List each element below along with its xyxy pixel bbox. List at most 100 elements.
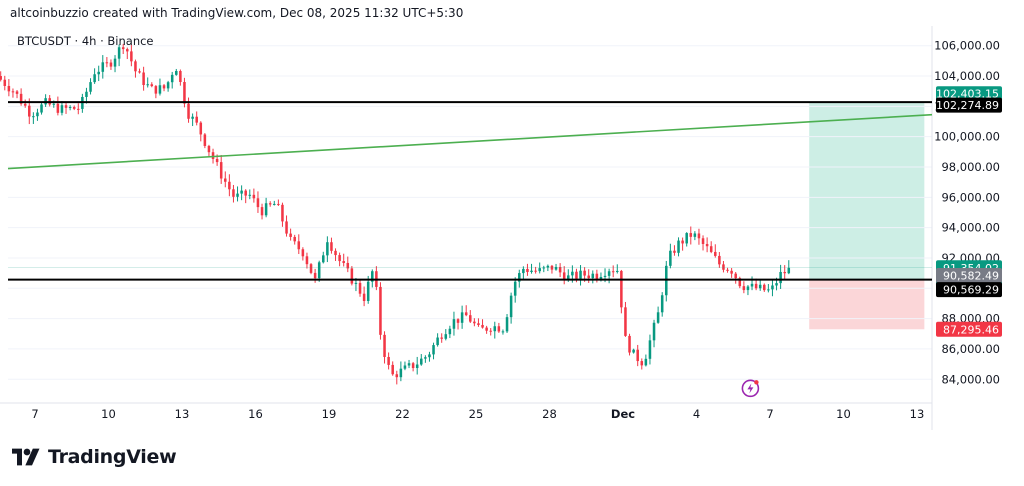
support-price-label-text: 90,569.29 [943,284,999,297]
candle-body [411,363,415,369]
candle-body [513,281,517,296]
candle-body [485,327,488,331]
target-zone[interactable] [809,102,925,280]
candle-body [126,49,129,52]
support-price-label-bg [936,282,1002,298]
event-marker[interactable] [741,379,760,398]
candle-body [681,240,684,244]
candle-body [575,271,578,279]
candle-body [440,337,443,339]
candle-body [244,190,247,196]
candle-body [232,189,235,197]
candle-body [11,91,15,93]
candle-body [783,271,786,274]
candle-body [387,356,390,365]
candle-body [77,108,80,110]
candle-body [489,330,492,332]
x-tick-label: 7 [31,407,38,421]
drawn-lines[interactable] [7,101,933,281]
candle-body [3,79,7,86]
grid [0,26,933,430]
candle-body [697,233,701,239]
candle-body [758,284,762,289]
candle-body [199,122,203,135]
candle-body [505,317,509,332]
candle-body [281,204,284,222]
candle-body [787,267,791,274]
candle-body [207,145,211,153]
candle-body [305,256,309,265]
event-icon-dot [754,380,759,385]
x-tick-label: 13 [910,407,925,421]
candle-body [101,62,105,72]
candle-body [587,275,590,279]
x-tick-label: 4 [693,407,700,421]
candle-body [628,335,631,353]
candle-body [546,265,550,268]
candle-body [689,233,693,237]
candle-body [379,286,382,335]
y-tick-label: 96,000.00 [941,190,1000,204]
candle-body [85,91,88,97]
candle-body [436,337,439,346]
candle-body [567,275,570,281]
target-price-label: 102,403.15 [936,86,1002,102]
lightning-icon[interactable] [741,379,760,398]
trendline-line[interactable] [7,113,933,170]
candle-body [550,265,554,270]
candle-body [277,203,280,205]
y-tick-label: 100,000.00 [934,130,1000,144]
candle-body [23,103,27,106]
candle-body [391,364,394,375]
candle-body [607,271,611,276]
candle-body [89,82,92,92]
candle-body [338,255,341,262]
candle-body [583,270,586,276]
candle-body [146,84,149,86]
candle-body [309,264,313,273]
candle-body [522,268,525,274]
symbol-label: BTCUSDT · 4h · Binance [17,34,154,48]
candle-body [754,283,758,289]
candle-body [354,282,358,284]
candle-body [224,178,227,182]
candle-body [648,340,652,359]
candle-body [285,221,288,234]
x-tick-label: 19 [322,407,337,421]
candle-body [669,250,672,266]
candle-body [121,47,125,50]
candle-body [211,152,215,159]
price-chart[interactable]: 84,000.0086,000.0088,000.0090,000.0092,0… [0,0,1024,430]
candle-body [460,312,464,323]
candle-body [166,82,170,89]
candle-body [493,326,497,332]
candle-body [660,295,664,313]
x-tick-label: Dec [611,407,635,421]
candle-body [595,273,599,279]
candle-body [40,104,43,113]
candle-body [97,71,100,75]
candle-body [673,250,676,253]
candle-body [469,315,472,322]
candle-body [330,242,333,251]
candle-body [248,194,252,196]
candle-body [428,354,431,358]
candle-body [260,207,264,216]
candle-body [677,240,680,253]
candle-body [60,105,64,113]
candle-body [591,273,595,279]
candle-body [215,158,219,163]
x-tick-label: 22 [395,407,410,421]
candle-body [738,278,742,287]
candle-body [313,272,317,279]
stop-zone[interactable] [809,279,925,330]
candle-body [240,190,243,194]
candle-body [685,233,688,244]
support-price-label: 90,569.29 [936,282,1002,298]
candle-body [718,255,721,265]
candle-body [109,62,113,67]
candle-body [620,270,623,308]
time-axis[interactable]: 7 10 13 16 19 22 25 28 Dec 4 7 10 13 [31,407,924,421]
candle-body [117,47,121,59]
candle-body [322,255,325,263]
